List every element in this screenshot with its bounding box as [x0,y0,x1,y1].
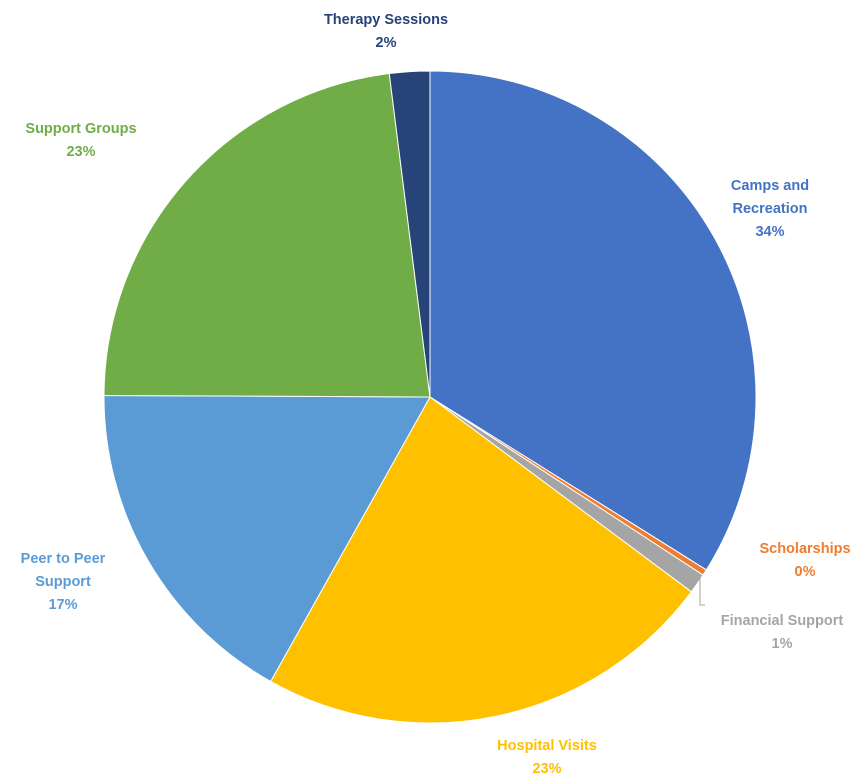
pie-slice-peer-to-peer-support [103,394,431,683]
pie-slices [103,70,757,724]
slice-label-camps-and-recreation: Camps and Recreation 34% [731,178,809,240]
slice-label-hospital-visits: Hospital Visits 23% [497,738,597,777]
slice-label-scholarships: Scholarships 0% [759,541,850,580]
slice-label-financial-support: Financial Support 1% [721,613,844,652]
slice-label-support-groups: Support Groups 23% [25,121,136,160]
pie-slice-therapy-sessions [388,70,431,398]
slice-label-therapy-sessions: Therapy Sessions 2% [324,12,448,51]
slice-label-peer-to-peer-support: Peer to Peer Support 17% [21,551,106,613]
leader-lines [699,578,705,606]
pie-slice-camps-and-recreation [429,70,757,571]
pie-slice-support-groups [103,73,431,398]
slice-labels: Camps and Recreation 34% Scholarships 0% Fina… [21,12,851,777]
pie-slice-hospital-visits [270,396,693,724]
leader-line-financial-support [699,578,705,606]
